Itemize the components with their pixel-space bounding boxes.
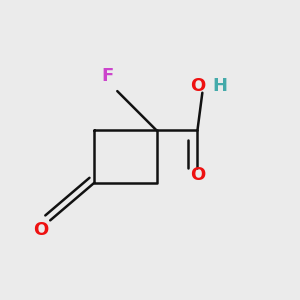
Text: H: H: [213, 77, 228, 95]
Text: F: F: [101, 68, 114, 85]
Text: O: O: [190, 77, 205, 95]
Text: O: O: [33, 221, 48, 239]
Text: O: O: [190, 166, 205, 184]
